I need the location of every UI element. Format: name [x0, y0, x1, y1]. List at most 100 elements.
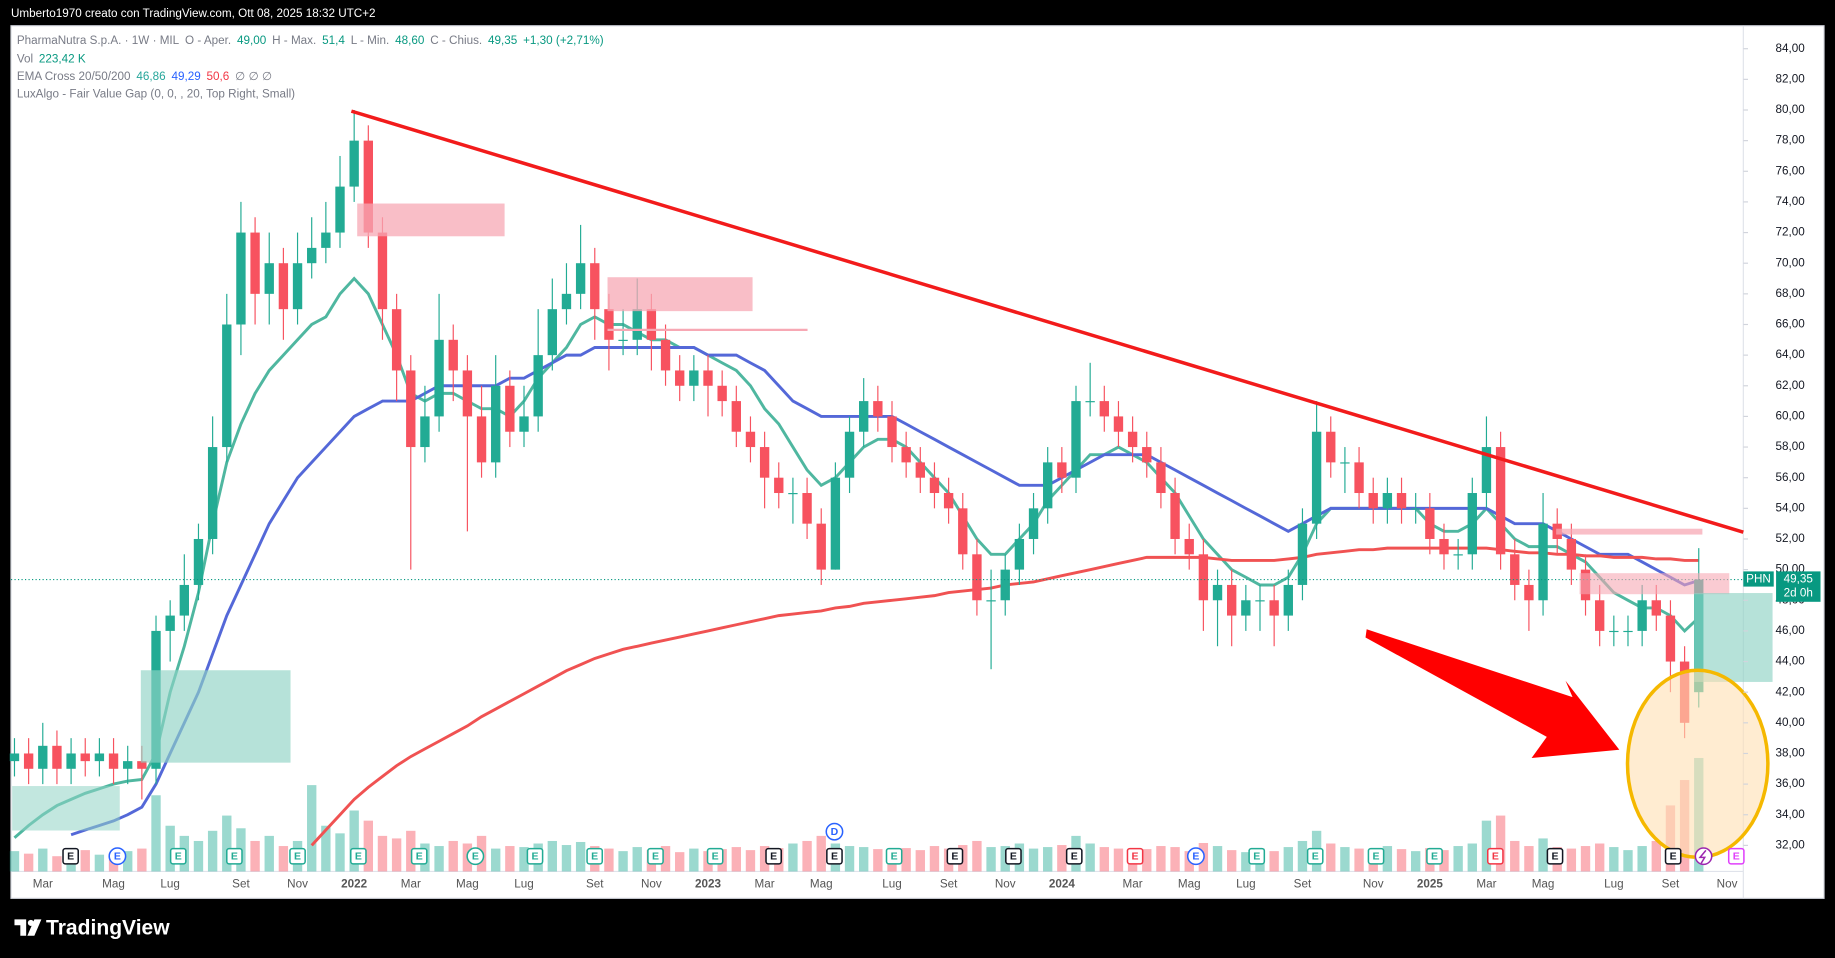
fvg-box: [1694, 593, 1773, 682]
candle-body: [420, 416, 430, 448]
legend-item: 49,29: [171, 70, 200, 83]
event-icon: [647, 847, 664, 865]
event-icon: [1367, 847, 1385, 865]
volume-bar: [1269, 851, 1279, 872]
candle-body: [1481, 447, 1492, 494]
candle-body: [1028, 508, 1039, 539]
volume-bar: [816, 835, 826, 872]
x-tick-label: Lug: [1604, 877, 1624, 890]
red-arrow: [1365, 629, 1620, 758]
x-tick-label: Mar: [755, 877, 775, 890]
legend-item: O - Aper.: [185, 34, 231, 47]
event-label: E: [472, 851, 479, 863]
event-label: E: [1551, 851, 1558, 863]
y-tick-label: 68,00: [1775, 287, 1805, 300]
volume-bar: [1085, 843, 1095, 872]
legend-item: 51,4: [322, 34, 345, 47]
event-icon: [1248, 847, 1266, 865]
candle-body: [1170, 493, 1180, 539]
candle-body: [1227, 584, 1237, 616]
legend-item: 223,42 K: [39, 53, 86, 66]
candle-body: [123, 761, 133, 769]
x-tick-label: Mag: [102, 877, 125, 890]
volume-bar: [193, 840, 204, 872]
dividend-label: D: [831, 826, 839, 838]
y-tick-label: 46,00: [1775, 624, 1805, 637]
volume-bar: [1099, 847, 1109, 872]
event-label: E: [1010, 851, 1017, 863]
volume-bar: [94, 854, 105, 872]
candle-body: [1043, 462, 1053, 509]
event-label: E: [531, 851, 538, 863]
candle-body: [491, 385, 501, 463]
legend-item: PharmaNutra S.p.A. · 1W · MIL: [17, 34, 180, 47]
volume-bar: [1354, 848, 1364, 872]
candle-body: [1198, 554, 1209, 601]
x-tick-label: Lug: [514, 877, 534, 890]
event-label: E: [1132, 851, 1139, 863]
fvg-box: [140, 670, 291, 763]
volume-bar: [1651, 840, 1661, 872]
legend-item: C - Chius.: [430, 34, 482, 47]
x-tick-label: Mag: [1178, 877, 1201, 890]
candle-body: [943, 493, 954, 509]
event-label: E: [1192, 851, 1199, 863]
candle-body: [604, 309, 614, 340]
event-icon: [1065, 847, 1083, 865]
candle-body: [1425, 508, 1435, 539]
x-tick-label: Set: [586, 877, 604, 890]
volume-bar: [1340, 847, 1350, 872]
candle-body: [986, 600, 996, 602]
x-tick-label: 2024: [1049, 877, 1076, 890]
volume-bar: [1227, 850, 1237, 872]
candle-body: [505, 385, 515, 432]
header-text: Umberto1970 creato con TradingView.com, …: [11, 7, 376, 20]
fvg-box: [1579, 573, 1730, 595]
volume-bar: [52, 856, 62, 872]
candle-body: [1057, 462, 1067, 478]
volume-bar: [547, 840, 557, 872]
candle-body: [292, 263, 303, 310]
split-bolt: [1698, 849, 1707, 864]
legend-item: H - Max.: [272, 34, 316, 47]
candle-body: [1142, 447, 1152, 463]
x-tick-label: Set: [1662, 877, 1680, 890]
candle-body: [1269, 600, 1279, 616]
volume-bar: [1637, 846, 1647, 872]
volume-bar: [1609, 847, 1619, 872]
x-tick-label: Mar: [1123, 877, 1143, 890]
event-icon: [586, 847, 604, 865]
x-tick-label: Set: [940, 877, 958, 890]
trendline: [350, 109, 1744, 534]
event-label: E: [1670, 851, 1677, 863]
candle-body: [929, 477, 940, 494]
x-tick-label: Mag: [810, 877, 833, 890]
candle-body: [1382, 493, 1393, 509]
candle-body: [1524, 584, 1534, 601]
x-tick-label: Mar: [1476, 877, 1496, 890]
candle-body: [1184, 538, 1194, 555]
candle-body: [1085, 401, 1095, 403]
event-label: E: [1071, 851, 1078, 863]
candle-body: [1495, 447, 1506, 555]
volume-bar: [38, 848, 48, 872]
volume-bar: [1396, 849, 1407, 872]
x-tick-label: Nov: [1717, 877, 1738, 890]
candle-body: [1566, 538, 1577, 570]
x-tick-label: Mag: [456, 877, 479, 890]
event-label: E: [416, 851, 423, 863]
candle-body: [632, 309, 642, 340]
volume-bar: [1538, 838, 1548, 872]
candle-body: [108, 753, 119, 769]
x-tick-label: Set: [232, 877, 250, 890]
x-tick-label: 2025: [1417, 877, 1444, 890]
volume-bar: [165, 825, 175, 872]
volume-bar: [222, 815, 232, 872]
fvg-box: [357, 203, 505, 237]
volume-bar: [1170, 847, 1180, 872]
volume-bar: [406, 830, 416, 872]
candle-body: [844, 431, 855, 478]
y-tick-label: 36,00: [1775, 777, 1805, 790]
x-tick-label: Mar: [401, 877, 421, 890]
